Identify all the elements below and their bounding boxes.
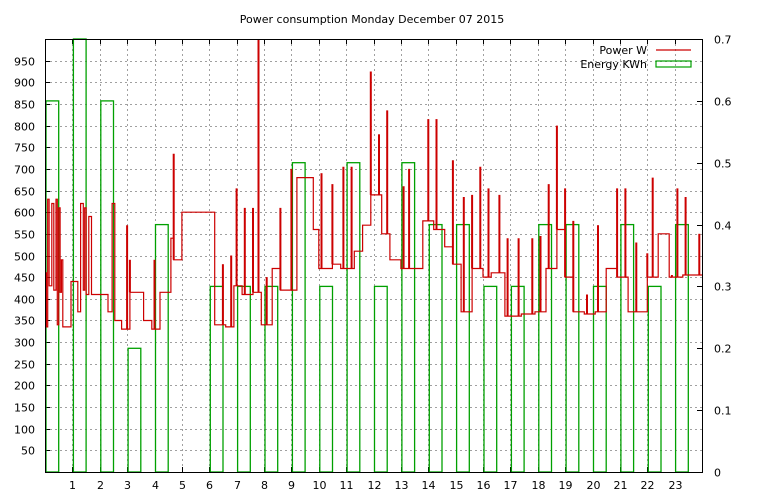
x-tick-label: 19 [559,479,573,492]
y-right-tick-label: 0.2 [714,343,732,356]
x-tick-label: 21 [614,479,628,492]
power-line [45,177,702,330]
x-tick-label: 11 [340,479,354,492]
x-tick-label: 9 [288,479,295,492]
y-left-tick-label: 850 [14,99,35,112]
legend-label: Power W [599,44,647,57]
x-tick-labels: 1 2 3 4 5 6 7 8 9 10 11 12 13 14 15 16 17 18 19 20 21 22 23 [69,479,683,492]
y-left-tick-label: 200 [14,380,35,393]
energy-bar [319,285,334,473]
plot-frame [45,39,703,473]
y-left-tick-label: 50 [21,445,35,458]
y-right-tick-label: 0.4 [714,220,732,233]
y-right-tick-label: 0.5 [714,158,732,171]
x-tick-label: 15 [450,479,464,492]
y-left-tick-label: 250 [14,359,35,372]
chart-title: Power consumption Monday December 07 201… [240,13,504,26]
y-left-tick-label: 900 [14,77,35,90]
legend-label: Energy KWh [580,58,647,71]
y-left-tick-label: 350 [14,315,35,328]
y-left-tick-label: 800 [14,121,35,134]
y-left-tick-label: 100 [14,424,35,437]
y-right-tick-label: 0 [714,467,721,480]
y-right-tick-label: 0.1 [714,405,732,418]
x-tick-label: 10 [313,479,327,492]
x-tick-label: 23 [669,479,683,492]
energy-bar [127,347,142,473]
energy-bar [154,223,169,473]
energy-bar [291,162,306,473]
y-right-tick-label: 0.3 [714,281,732,294]
energy-bar [346,162,361,473]
y-left-tick-label: 650 [14,186,35,199]
y-left-tick-label: 300 [14,337,35,350]
y-left-tick-label: 500 [14,251,35,264]
x-tick-label: 6 [206,479,213,492]
x-tick-label: 7 [234,479,241,492]
energy-bar [483,285,498,473]
y-left-tick-label: 400 [14,294,35,307]
x-tick-label: 5 [179,479,186,492]
y-right-tick-labels: 0 0.1 0.2 0.3 0.4 0.5 0.6 0.7 [714,34,732,480]
y-left-tick-label: 550 [14,229,35,242]
y-left-tick-label: 150 [14,402,35,415]
x-tick-label: 16 [477,479,491,492]
x-tick-label: 3 [124,479,131,492]
x-tick-label: 13 [395,479,409,492]
y-right-tick-label: 0.6 [714,96,732,109]
energy-bar [428,223,443,473]
y-left-tick-label: 750 [14,142,35,155]
y-left-tick-label: 950 [14,56,35,69]
x-tick-label: 14 [422,479,436,492]
x-tick-label: 2 [97,479,104,492]
x-tick-label: 20 [587,479,601,492]
x-tick-label: 1 [69,479,76,492]
x-tick-label: 12 [368,479,382,492]
x-tick-label: 8 [261,479,268,492]
y-right-tick-label: 0.7 [714,34,732,47]
y-left-tick-label: 450 [14,272,35,285]
grid [45,39,702,473]
energy-bar [209,285,224,473]
power-series [45,39,702,330]
x-tick-label: 22 [641,479,655,492]
x-tick-label: 18 [532,479,546,492]
x-tick-label: 17 [504,479,518,492]
energy-bar [620,223,635,473]
y-left-tick-labels: 50 100 150 200 250 300 350 400 450 500 550 600 650 70… [14,56,35,458]
energy-bar [373,285,388,473]
x-tick-label: 4 [152,479,159,492]
energy-bar [647,285,662,473]
legend-swatch-energy [655,60,692,68]
y-left-tick-label: 700 [14,164,35,177]
energy-bar [236,285,251,473]
y-left-tick-label: 600 [14,207,35,220]
